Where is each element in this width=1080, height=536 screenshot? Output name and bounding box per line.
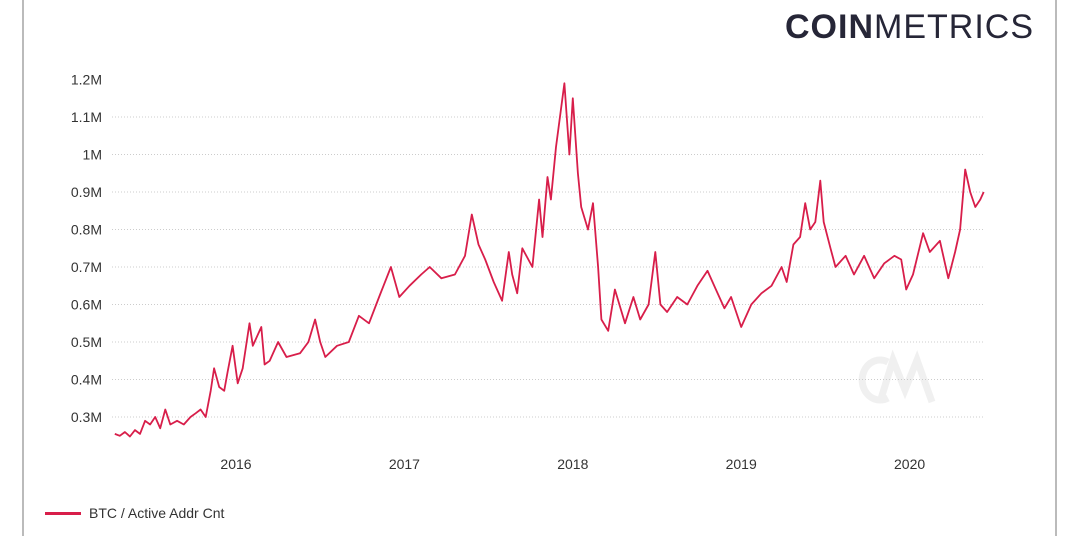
y-tick-label: 0.4M [71, 372, 102, 388]
y-tick-label: 1.1M [71, 109, 102, 125]
x-tick-label: 2018 [557, 456, 588, 472]
x-tick-label: 2020 [894, 456, 925, 472]
coinmetrics-logo: COINMETRICS [785, 8, 1034, 47]
y-tick-label: 0.5M [71, 334, 102, 350]
y-tick-label: 0.3M [71, 409, 102, 425]
y-tick-label: 0.8M [71, 222, 102, 238]
x-tick-label: 2019 [726, 456, 757, 472]
y-tick-label: 0.9M [71, 184, 102, 200]
legend[interactable]: BTC / Active Addr Cnt [45, 505, 224, 521]
logo-light-text: METRICS [874, 8, 1034, 46]
legend-swatch [45, 511, 81, 515]
y-tick-label: 0.7M [71, 259, 102, 275]
series-line [114, 82, 985, 438]
x-tick-label: 2017 [389, 456, 420, 472]
y-tick-label: 1M [83, 147, 102, 163]
cm-watermark [858, 349, 936, 404]
logo-bold-text: COIN [785, 8, 874, 46]
legend-label: BTC / Active Addr Cnt [89, 505, 225, 521]
y-tick-label: 1.2M [71, 72, 102, 88]
x-tick-label: 2016 [220, 456, 251, 472]
y-tick-label: 0.6M [71, 297, 102, 313]
chart-frame [22, 0, 1057, 536]
